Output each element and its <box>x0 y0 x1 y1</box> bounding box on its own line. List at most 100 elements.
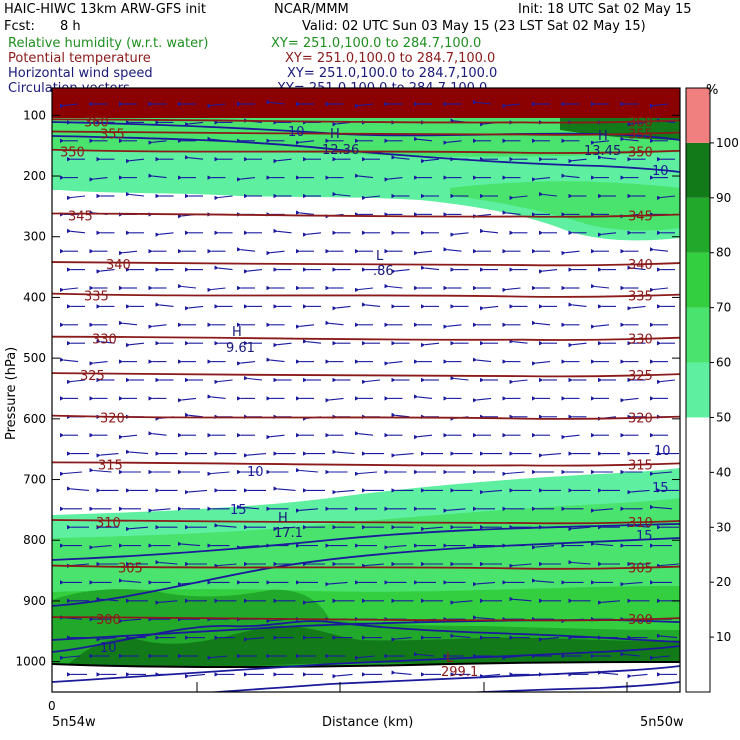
wind-vector <box>96 637 117 642</box>
wind-vector <box>236 361 256 366</box>
wind-vector <box>125 526 149 532</box>
wind-vector <box>656 563 680 569</box>
wind-vector <box>96 269 115 274</box>
wind-vector <box>177 581 201 587</box>
theta-contour <box>52 616 680 622</box>
wind-vector <box>354 655 376 661</box>
wind-vector <box>413 250 433 256</box>
init-time: Init: 18 UTC Sat 02 May 15 <box>518 2 692 17</box>
wind-vector <box>443 508 466 513</box>
fcst-label: Fcst: <box>4 19 35 34</box>
wind-vector <box>420 158 440 164</box>
wind-vector <box>568 158 587 164</box>
wind-vector <box>214 563 237 569</box>
wind-vector <box>538 269 558 274</box>
colorbar-tick-label: 100 <box>716 136 739 150</box>
wind-vector <box>236 545 260 550</box>
wind-vector <box>214 523 237 528</box>
theta-label: 350 <box>628 146 653 161</box>
wind-vector <box>472 213 492 219</box>
y-tick-label: 600 <box>23 412 46 426</box>
wind-vector <box>590 541 614 547</box>
y-tick-label: 200 <box>23 169 46 183</box>
y-tick-label: 800 <box>23 533 46 547</box>
wind-vector <box>509 339 528 344</box>
wind-vector <box>207 394 226 399</box>
wind-vector <box>302 339 322 344</box>
wind-vector <box>332 449 355 455</box>
wind-vector <box>391 412 410 418</box>
y-axis: 100 200 300 400 500 600 700 800 900 1000 <box>15 108 680 669</box>
wind-vector <box>332 191 351 197</box>
wind-vector <box>361 563 385 569</box>
wind-vector <box>443 140 462 145</box>
wind-vector <box>155 302 174 307</box>
wind-vector <box>214 195 233 201</box>
wind-vector <box>627 305 646 311</box>
y-tick-label: 100 <box>23 108 46 122</box>
extremum-value: 9.61 <box>226 341 255 356</box>
theta-label: 310 <box>96 516 121 531</box>
wind-vector <box>236 247 256 252</box>
field-xy-wind: XY= 251.0,100.0 to 284.7,100.0 <box>287 66 497 81</box>
wind-vector <box>391 155 410 160</box>
wind-vector <box>89 361 108 366</box>
wind-vector <box>502 655 523 661</box>
wind-vector <box>96 339 115 344</box>
extremum-value: 13.45 <box>584 144 621 159</box>
wind-vector <box>332 489 355 495</box>
wind-vector <box>184 155 204 160</box>
wind-vector <box>118 320 138 326</box>
extremum-value: .86 <box>373 264 394 279</box>
wind-vector <box>568 526 591 532</box>
wind-vector <box>590 508 614 513</box>
x-axis-label: Distance (km) <box>322 715 413 730</box>
wind-vector <box>96 453 119 458</box>
wind-vector <box>295 508 319 513</box>
wind-vector <box>627 265 646 271</box>
model-title: HAIC-HIWC 13km ARW-GFS init <box>4 2 206 17</box>
wind-vector <box>620 651 641 657</box>
wind-vector <box>59 471 83 477</box>
wind-vector <box>177 283 197 289</box>
theta-label: 315 <box>98 458 123 473</box>
y-tick-label: 700 <box>23 473 46 487</box>
extremum-type: H <box>598 129 608 144</box>
theta-label: 360 <box>84 115 109 130</box>
wind-vector <box>118 618 142 624</box>
wind-vector <box>332 305 351 311</box>
wind-vector <box>620 581 643 587</box>
wind-vector <box>472 99 492 105</box>
wind-vector <box>266 357 285 363</box>
wind-vector <box>66 195 86 201</box>
wind-vector <box>561 250 580 256</box>
wind-vector <box>479 673 501 679</box>
wind-vector <box>207 287 226 293</box>
x-tick-label: 0 <box>48 699 56 713</box>
theta-contour <box>52 461 680 467</box>
colorbar-band <box>686 197 710 253</box>
theta-contour <box>52 212 680 218</box>
wind-vector <box>243 637 265 642</box>
wind-vector <box>118 250 138 256</box>
wind-vector <box>561 173 580 179</box>
colorbar-tick-label: 10 <box>716 630 731 644</box>
theta-contour <box>52 335 680 341</box>
wind-vector <box>420 526 444 532</box>
wind-vector <box>295 140 315 145</box>
wind-vector <box>66 486 90 491</box>
wind-vector <box>125 342 145 348</box>
colorbar-band <box>686 142 710 198</box>
theta-label: 350 <box>60 146 85 161</box>
wind-vector <box>391 269 410 274</box>
wind-vector <box>273 526 296 532</box>
colorbar-tick-label: 60 <box>716 356 731 370</box>
theta-label: 315 <box>628 458 653 473</box>
wind-vector <box>531 320 551 326</box>
colorbar-tick-label: 70 <box>716 301 731 315</box>
theta-contour <box>52 130 680 136</box>
fcst-value: 8 h <box>60 19 81 34</box>
wind-vector <box>538 191 558 197</box>
x-axis: 0 5n54w 5n50w Distance (km) <box>48 682 684 730</box>
